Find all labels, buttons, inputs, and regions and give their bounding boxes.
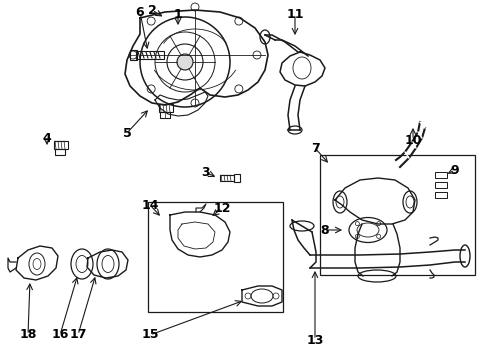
Bar (148, 202, 283, 312)
Text: 13: 13 (306, 333, 324, 346)
Text: 14: 14 (141, 198, 159, 212)
Text: 8: 8 (320, 224, 329, 237)
Bar (435, 182, 447, 188)
Text: 16: 16 (51, 328, 69, 342)
Bar (320, 155, 475, 275)
Text: 7: 7 (311, 141, 319, 154)
Text: 12: 12 (213, 202, 231, 215)
Text: 6: 6 (136, 5, 145, 18)
Bar (136, 51, 164, 59)
Bar (220, 175, 234, 181)
Text: 11: 11 (286, 8, 304, 21)
Text: 5: 5 (122, 126, 131, 140)
Text: 9: 9 (451, 163, 459, 176)
Circle shape (177, 54, 193, 70)
Bar (55, 149, 65, 155)
Text: 18: 18 (19, 328, 37, 342)
Text: 4: 4 (43, 131, 51, 144)
Text: 2: 2 (147, 4, 156, 17)
Text: 17: 17 (69, 328, 87, 342)
Text: 15: 15 (141, 328, 159, 342)
Text: 1: 1 (173, 8, 182, 21)
Text: 10: 10 (404, 134, 422, 147)
Bar (159, 104, 173, 112)
Bar (160, 112, 170, 118)
Bar (54, 141, 68, 149)
Bar (130, 50, 137, 60)
Text: 3: 3 (201, 166, 209, 179)
Bar (435, 172, 447, 178)
Bar (435, 192, 447, 198)
Bar (234, 174, 240, 182)
